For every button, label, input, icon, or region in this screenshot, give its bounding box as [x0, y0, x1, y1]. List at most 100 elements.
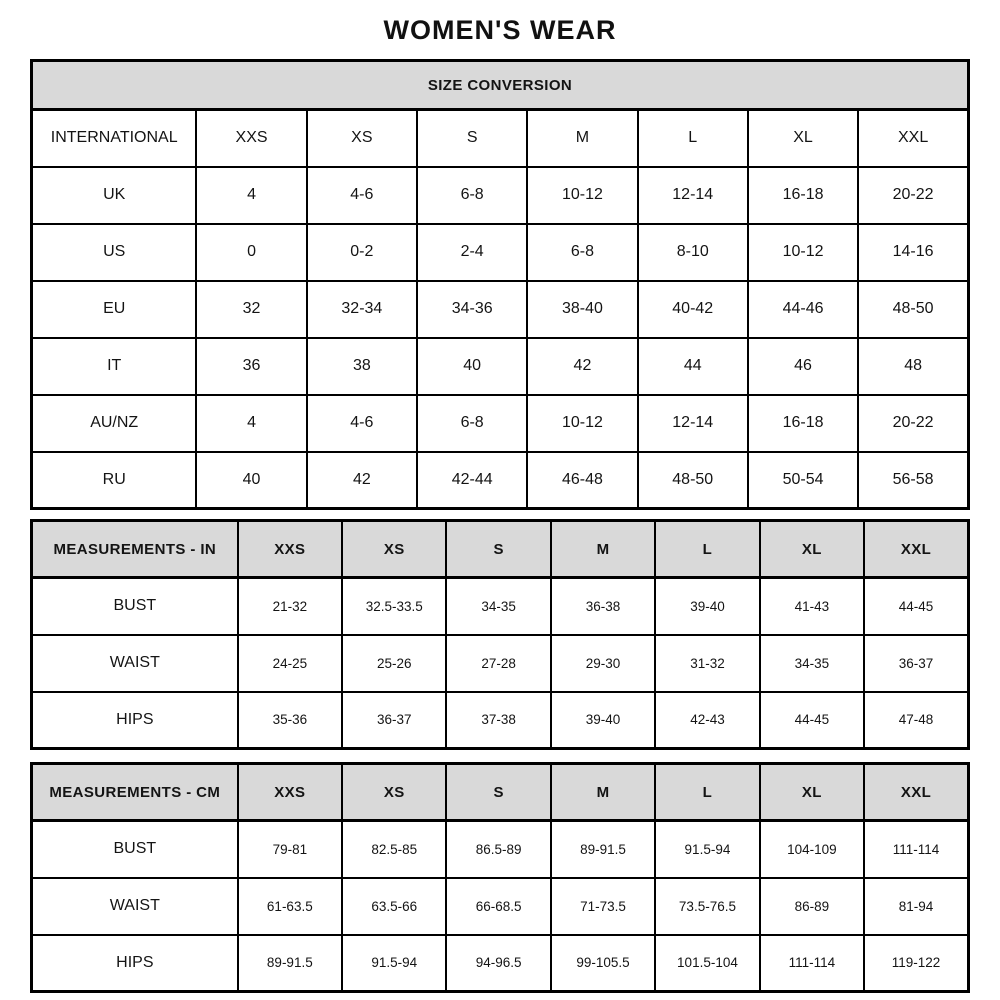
- size-column-header: XL: [746, 108, 860, 168]
- size-value: 48-50: [636, 450, 749, 510]
- size-column-header: XXL: [863, 519, 970, 579]
- table-row: IT 36 38 40 42 44 46 48: [30, 336, 970, 396]
- size-value: 40: [415, 336, 529, 396]
- size-value: 42: [526, 336, 639, 396]
- table-row: WAIST 24-25 25-26 27-28 29-30 31-32 34-35 36-37: [30, 633, 970, 693]
- measure-value: 104-109: [758, 819, 866, 879]
- region-label: RU: [30, 450, 198, 510]
- measure-value: 89-91.5: [549, 819, 657, 879]
- size-column-header: S: [445, 762, 552, 822]
- international-header-row: INTERNATIONAL XXS XS S M L XL XXL: [30, 108, 970, 168]
- measure-value: 27-28: [445, 633, 552, 693]
- measure-value: 39-40: [654, 576, 761, 636]
- region-label: IT: [30, 336, 198, 396]
- measure-label: BUST: [30, 819, 239, 879]
- measure-value: 36-37: [863, 633, 970, 693]
- measure-label: BUST: [30, 576, 239, 636]
- size-conversion-table: SIZE CONVERSION INTERNATIONAL XXS XS S M L XL XX…: [30, 59, 970, 510]
- size-value: 44: [636, 336, 749, 396]
- size-value: 36: [195, 336, 308, 396]
- measurements-cm-table: MEASUREMENTS - CM XXS XS S M L XL XXL BUST 79-81 8…: [30, 762, 970, 993]
- page-title: WOMEN'S WEAR: [383, 15, 617, 45]
- measure-value: 99-105.5: [549, 933, 657, 993]
- table-row: BUST 79-81 82.5-85 86.5-89 89-91.5 91.5-94 104…: [30, 819, 970, 879]
- measure-value: 39-40: [549, 690, 657, 750]
- size-value: 14-16: [857, 222, 970, 282]
- size-value: 12-14: [636, 393, 749, 453]
- size-conversion-header-row: SIZE CONVERSION: [30, 59, 970, 111]
- measure-label: WAIST: [30, 633, 239, 693]
- size-conversion-title: SIZE CONVERSION: [30, 59, 970, 111]
- size-column-header: M: [549, 762, 657, 822]
- measure-value: 81-94: [863, 876, 970, 936]
- size-value: 48-50: [857, 279, 970, 339]
- measure-value: 82.5-85: [341, 819, 448, 879]
- measurements-in-table: MEASUREMENTS - IN XXS XS S M L XL XXL BUST 21-32 3…: [30, 519, 970, 750]
- measure-value: 41-43: [758, 576, 866, 636]
- measure-label: HIPS: [30, 933, 239, 993]
- measure-value: 89-91.5: [236, 933, 344, 993]
- size-value: 20-22: [857, 165, 970, 225]
- measure-value: 37-38: [445, 690, 552, 750]
- size-value: 42: [305, 450, 419, 510]
- table-row: HIPS 35-36 36-37 37-38 39-40 42-43 44-45 47-48: [30, 690, 970, 750]
- size-value: 10-12: [746, 222, 860, 282]
- size-column-header: XS: [341, 519, 448, 579]
- measure-value: 66-68.5: [445, 876, 552, 936]
- measure-value: 111-114: [758, 933, 866, 993]
- table-row: RU 40 42 42-44 46-48 48-50 50-54 56-58: [30, 450, 970, 510]
- measure-value: 91.5-94: [341, 933, 448, 993]
- measurements-title: MEASUREMENTS - CM: [30, 762, 239, 822]
- measure-value: 34-35: [758, 633, 866, 693]
- size-column-header: XXL: [857, 108, 970, 168]
- region-label: EU: [30, 279, 198, 339]
- size-value: 16-18: [746, 393, 860, 453]
- measure-value: 25-26: [341, 633, 448, 693]
- measure-value: 34-35: [445, 576, 552, 636]
- measure-value: 21-32: [236, 576, 344, 636]
- measure-value: 44-45: [863, 576, 970, 636]
- size-value: 4: [195, 165, 308, 225]
- measure-value: 29-30: [549, 633, 657, 693]
- size-column-header: L: [654, 762, 761, 822]
- size-value: 10-12: [526, 165, 639, 225]
- measure-value: 42-43: [654, 690, 761, 750]
- size-column-header: XS: [305, 108, 419, 168]
- measure-value: 94-96.5: [445, 933, 552, 993]
- region-label: UK: [30, 165, 198, 225]
- size-value: 42-44: [415, 450, 529, 510]
- size-column-header: XXS: [195, 108, 308, 168]
- size-value: 46: [746, 336, 860, 396]
- size-column-header: L: [654, 519, 761, 579]
- size-value: 56-58: [857, 450, 970, 510]
- size-column-header: M: [526, 108, 639, 168]
- size-column-header: S: [445, 519, 552, 579]
- size-value: 50-54: [746, 450, 860, 510]
- region-label: US: [30, 222, 198, 282]
- size-value: 38-40: [526, 279, 639, 339]
- size-value: 6-8: [526, 222, 639, 282]
- size-value: 20-22: [857, 393, 970, 453]
- size-value: 6-8: [415, 393, 529, 453]
- size-column-header: S: [415, 108, 529, 168]
- measure-value: 44-45: [758, 690, 866, 750]
- size-value: 8-10: [636, 222, 749, 282]
- size-value: 40: [195, 450, 308, 510]
- size-value: 2-4: [415, 222, 529, 282]
- table-row: BUST 21-32 32.5-33.5 34-35 36-38 39-40 41-43 44…: [30, 576, 970, 636]
- measure-value: 86.5-89: [445, 819, 552, 879]
- measure-value: 63.5-66: [341, 876, 448, 936]
- size-value: 4-6: [305, 393, 419, 453]
- table-row: EU 32 32-34 34-36 38-40 40-42 44-46 48-50: [30, 279, 970, 339]
- size-value: 40-42: [636, 279, 749, 339]
- measure-value: 111-114: [863, 819, 970, 879]
- measure-value: 31-32: [654, 633, 761, 693]
- size-value: 34-36: [415, 279, 529, 339]
- size-value: 4: [195, 393, 308, 453]
- size-value: 46-48: [526, 450, 639, 510]
- size-value: 16-18: [746, 165, 860, 225]
- measure-value: 73.5-76.5: [654, 876, 761, 936]
- size-column-header: XXL: [863, 762, 970, 822]
- size-value: 32: [195, 279, 308, 339]
- size-column-header: XXS: [236, 762, 344, 822]
